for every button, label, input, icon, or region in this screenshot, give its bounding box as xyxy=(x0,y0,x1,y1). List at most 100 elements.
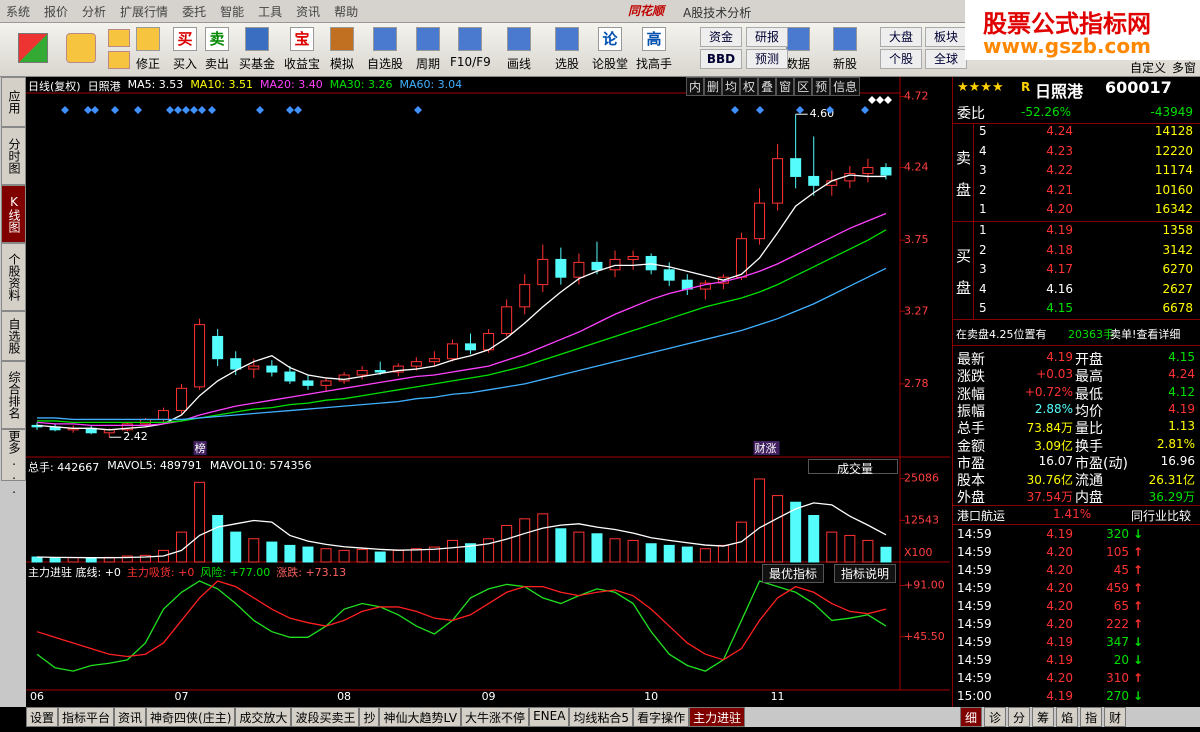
menu-item[interactable]: 委托 xyxy=(182,5,207,19)
toolbar-button[interactable]: 修正 xyxy=(128,25,168,73)
bottom-tab[interactable]: 波段买卖王 xyxy=(291,707,360,727)
side-tab[interactable]: 个股资料 xyxy=(1,243,26,311)
toolbar-small-button[interactable]: 资金 xyxy=(700,27,742,47)
menu-item[interactable]: 分析 xyxy=(82,5,107,19)
volume-bar xyxy=(754,478,766,563)
stat-value: 16.07 xyxy=(1038,453,1073,468)
menu-item[interactable]: 扩展行情 xyxy=(120,5,169,19)
divider xyxy=(953,319,1200,320)
chart-tool-button[interactable]: 叠 xyxy=(758,77,777,96)
bottom-right-tab[interactable]: 诊 xyxy=(984,707,1007,727)
bottom-tab[interactable]: 神奇四侠(庄主) xyxy=(146,707,236,727)
toolbar-icon xyxy=(245,27,269,51)
chart-tool-button[interactable]: 均 xyxy=(722,77,741,96)
bottom-tab[interactable]: 主力进驻 xyxy=(689,707,746,727)
bottom-tab[interactable]: 神仙大趋势LV xyxy=(379,707,462,727)
toolbar-button[interactable]: 模拟 xyxy=(322,25,362,73)
chart-tool-button[interactable]: 窗 xyxy=(776,77,795,96)
chart-tool-button[interactable]: 区 xyxy=(794,77,813,96)
side-tab[interactable]: K线图 xyxy=(1,185,26,243)
volume-header: 总手: 442667 MAVOL5: 489791 MAVOL10: 574356 xyxy=(28,459,311,475)
tick-volume: 222 xyxy=(1106,617,1129,631)
industry-compare[interactable]: 同行业比较 xyxy=(1131,509,1192,523)
bottom-tab[interactable]: 抄 xyxy=(359,707,380,727)
side-tab[interactable]: 应用 xyxy=(1,77,26,127)
toolbar-button[interactable]: 买买入 xyxy=(165,25,205,73)
bottom-tab[interactable]: 指标平台 xyxy=(58,707,115,727)
side-tab[interactable]: 更多... xyxy=(1,429,26,496)
menu-item[interactable]: 资讯 xyxy=(296,5,321,19)
toolbar-small-button[interactable]: 预测 xyxy=(746,49,788,69)
toolbar-button[interactable]: 周期 xyxy=(408,25,448,73)
candle-body xyxy=(392,365,404,373)
app-icon[interactable] xyxy=(18,33,48,63)
bottom-tab[interactable]: ENEA xyxy=(529,707,570,727)
toolbar-button[interactable]: 画线 xyxy=(499,25,539,73)
chart-tool-button[interactable]: 预 xyxy=(812,77,831,96)
signal-diamond xyxy=(91,106,99,114)
indicator-button[interactable]: 最优指标 xyxy=(762,564,825,583)
bottom-right-tab[interactable]: 财 xyxy=(1104,707,1127,727)
bottom-right-tab[interactable]: 指 xyxy=(1080,707,1103,727)
toolbar-button[interactable]: 数据 xyxy=(778,25,818,73)
toolbar-small-button[interactable]: 个股 xyxy=(880,49,922,69)
chart-tool-button[interactable]: 信息 xyxy=(830,77,861,96)
toolbar-button[interactable]: F10/F9 xyxy=(450,25,491,73)
toolbar-button[interactable]: 选股 xyxy=(547,25,587,73)
menu-item[interactable]: 系统 xyxy=(6,5,31,19)
bottom-tab[interactable]: 均线粘合5 xyxy=(569,707,634,727)
bottom-tab[interactable]: 资讯 xyxy=(114,707,147,727)
y-tick-label: 4.24 xyxy=(904,161,929,174)
chart-tool-button[interactable]: 删 xyxy=(704,77,723,96)
chart-tool-button[interactable]: 内 xyxy=(686,77,705,96)
indicator-button[interactable]: 指标说明 xyxy=(834,564,897,583)
menu-item[interactable]: 工具 xyxy=(258,5,283,19)
menu-item[interactable]: 帮助 xyxy=(334,5,359,19)
bottom-right-tab[interactable]: 分 xyxy=(1008,707,1031,727)
toolbar-small-button[interactable]: BBD xyxy=(700,49,742,69)
toolbar-button[interactable]: 宝收益宝 xyxy=(282,25,322,73)
toolbar-small-button[interactable]: 全球 xyxy=(925,49,967,69)
tick-price: 4.20 xyxy=(1046,671,1073,685)
toolbar-button[interactable]: 买基金 xyxy=(237,25,277,73)
up-button[interactable] xyxy=(108,29,130,47)
side-tab[interactable]: 自选股 xyxy=(1,311,26,361)
toolbar-small-button[interactable]: 研报 xyxy=(746,27,788,47)
toolbar-extra[interactable]: 自定义 xyxy=(1130,61,1167,75)
toolbar-small-button[interactable]: 板块 xyxy=(925,27,967,47)
watermark: 股票公式指标网 www.gszb.com xyxy=(965,0,1200,60)
toolbar-label: 买入 xyxy=(172,57,197,71)
volume-bar xyxy=(446,539,458,563)
toolbar-button[interactable]: 论论股堂 xyxy=(590,25,630,73)
back-button[interactable] xyxy=(66,33,96,63)
bottom-tab[interactable]: 设置 xyxy=(26,707,59,727)
side-tab[interactable]: 综合排名 xyxy=(1,361,26,429)
signal-diamond xyxy=(182,106,190,114)
volume-bar xyxy=(645,543,657,563)
toolbar-small-button[interactable]: 大盘 xyxy=(880,27,922,47)
side-tab[interactable]: 分时图 xyxy=(1,127,26,185)
chart-tool-button[interactable]: 权 xyxy=(740,77,759,96)
toolbar-button[interactable]: 自选股 xyxy=(365,25,405,73)
event-badge xyxy=(753,441,780,455)
ratio-label: 委比 xyxy=(957,106,985,122)
toolbar-button[interactable]: 新股 xyxy=(825,25,865,73)
tick-price: 4.19 xyxy=(1046,527,1073,541)
volume-selector[interactable]: 成交量 xyxy=(808,459,898,476)
bottom-right-tab[interactable]: 焰 xyxy=(1056,707,1079,727)
bottom-right-tab[interactable]: 细 xyxy=(960,707,983,727)
bottom-right-tab[interactable]: 筹 xyxy=(1032,707,1055,727)
down-button[interactable] xyxy=(108,51,130,69)
toolbar-extra[interactable]: 多窗 xyxy=(1172,61,1197,75)
stat-value: 1.13 xyxy=(1168,419,1195,434)
toolbar-button[interactable]: 卖卖出 xyxy=(197,25,237,73)
bottom-tab[interactable]: 成交放大 xyxy=(235,707,292,727)
menu-item[interactable]: 智能 xyxy=(220,5,245,19)
bottom-tab[interactable]: 看字操作 xyxy=(633,707,690,727)
toolbar-button[interactable]: 高找高手 xyxy=(634,25,674,73)
book-volume: 12220 xyxy=(1154,143,1193,158)
menu-item[interactable]: 报价 xyxy=(44,5,69,19)
tick-price: 4.20 xyxy=(1046,563,1073,577)
bottom-tab[interactable]: 大牛涨不停 xyxy=(461,707,530,727)
toolbar-label: 修正 xyxy=(135,57,160,71)
